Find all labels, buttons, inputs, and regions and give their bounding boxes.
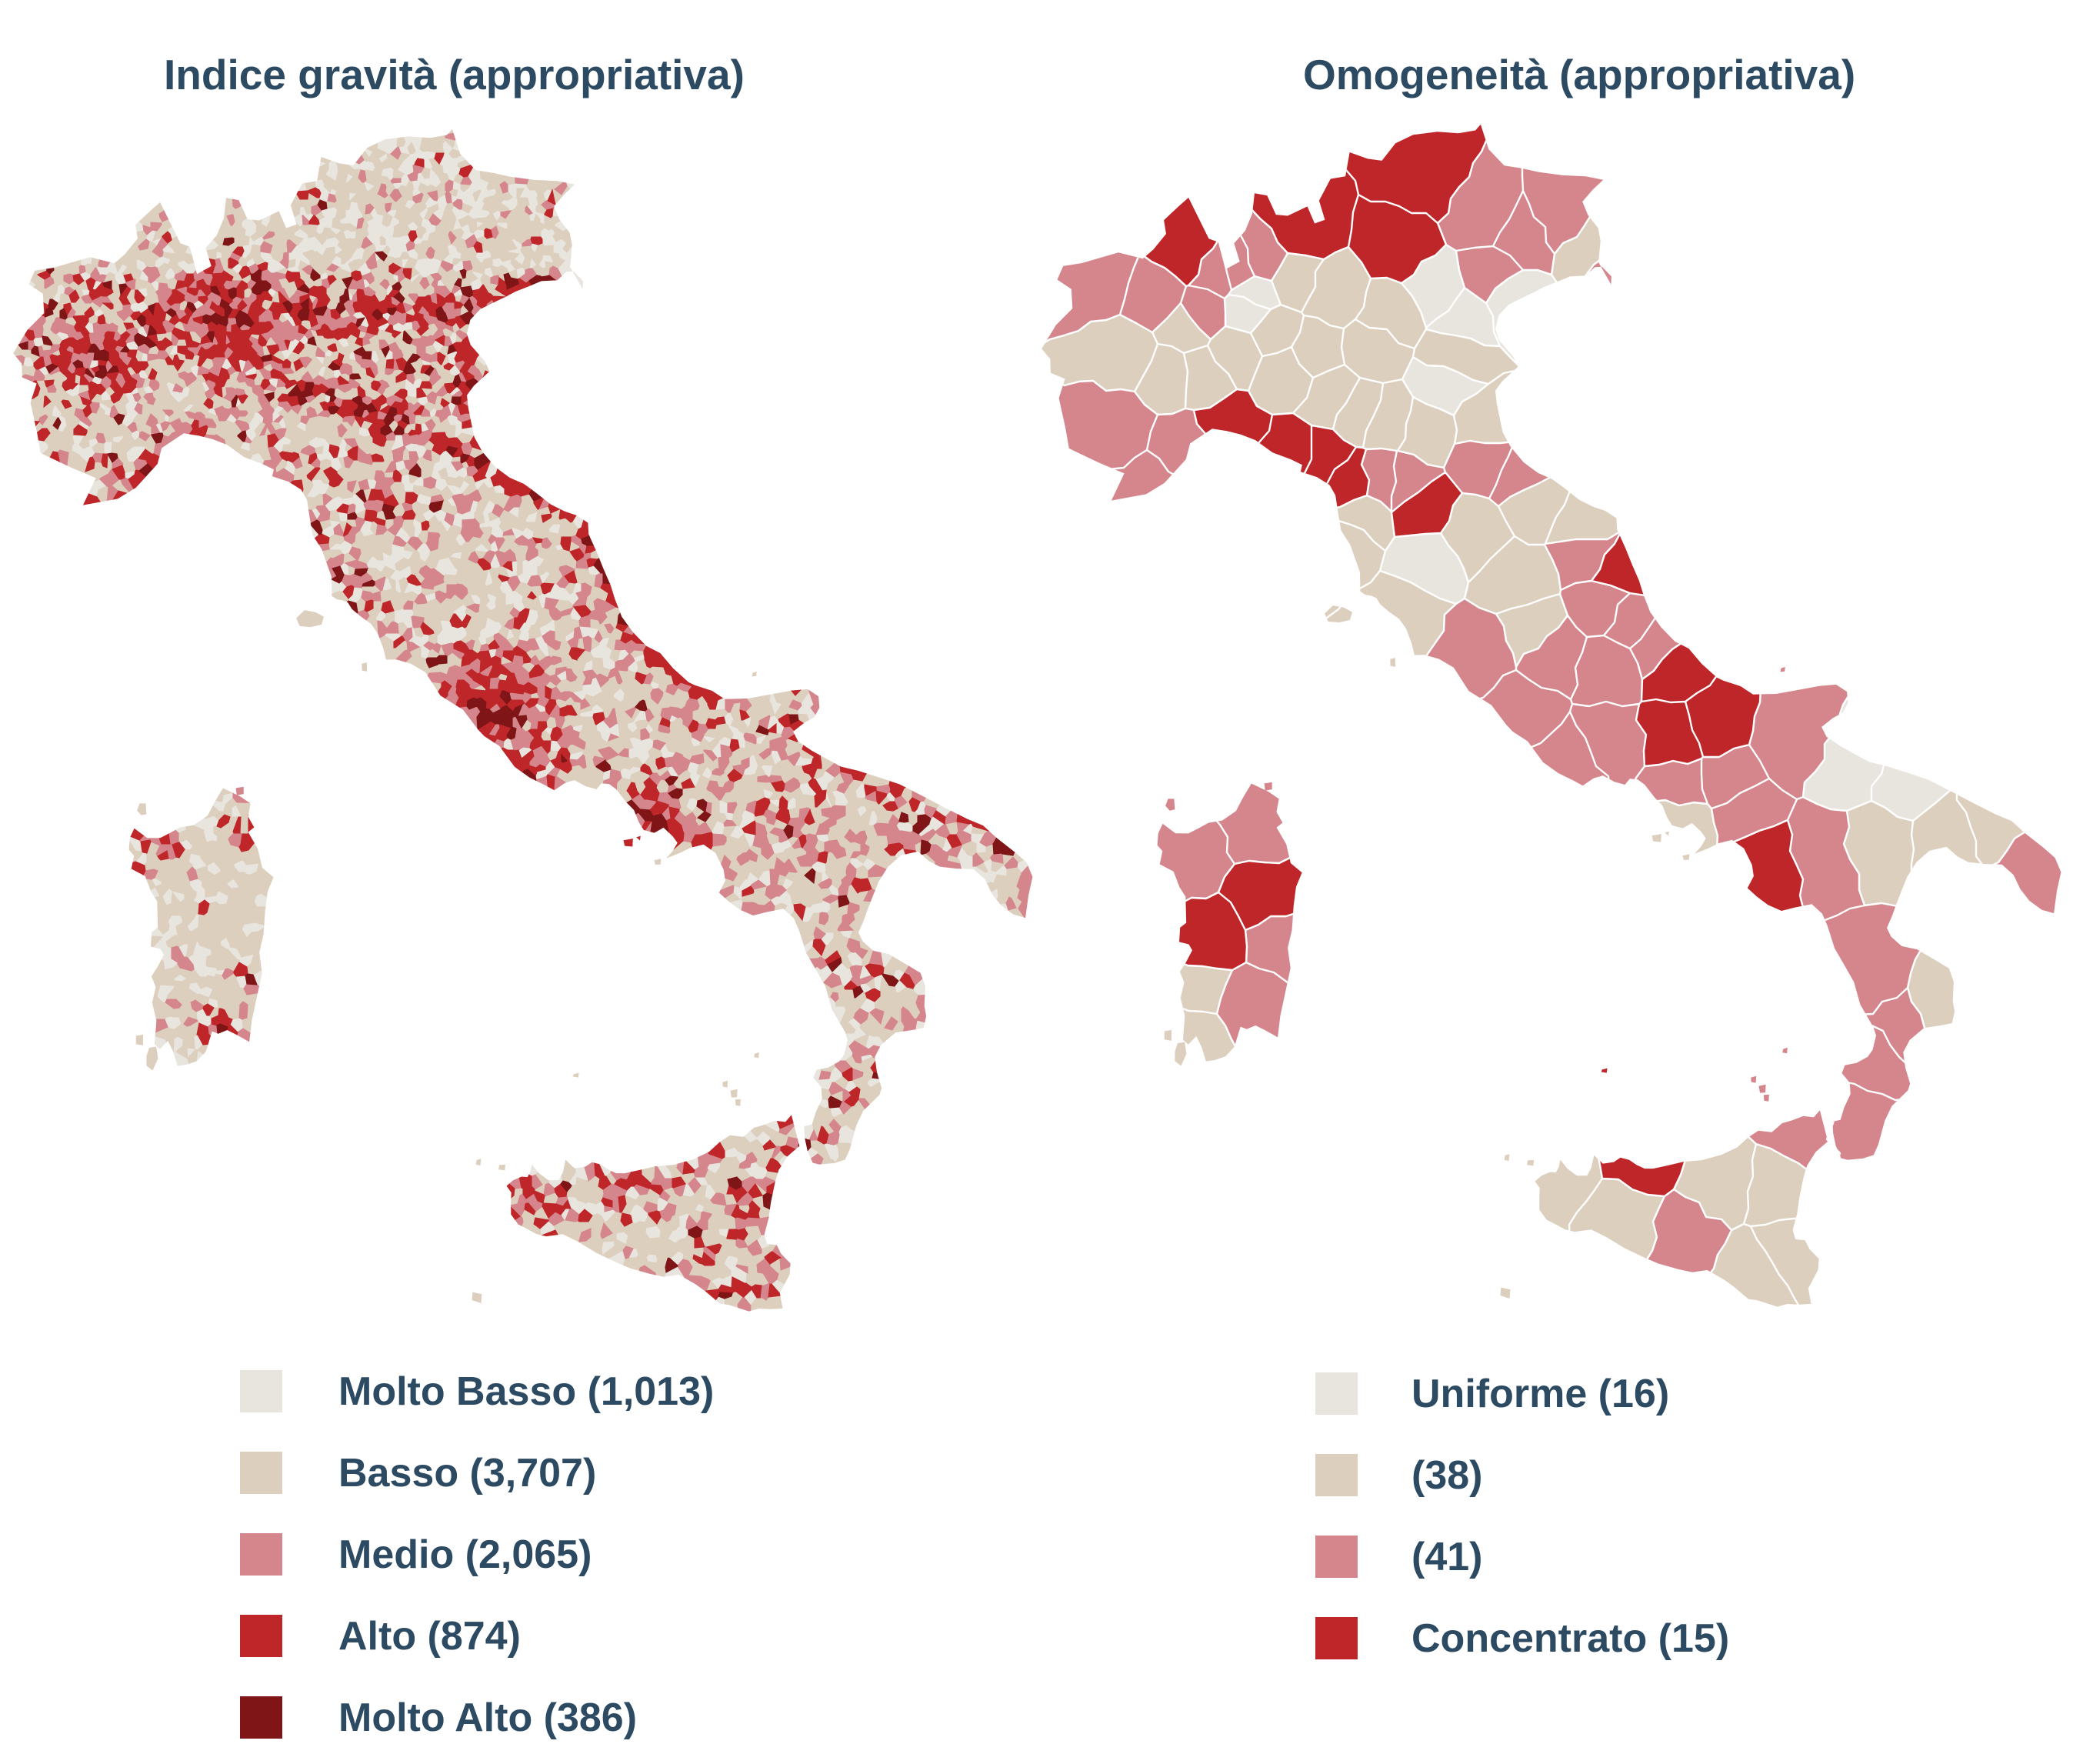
svg-text:Indice gravità (appropriativa): Indice gravità (appropriativa) [164, 51, 745, 98]
svg-text:Medio (2,065): Medio (2,065) [338, 1532, 592, 1577]
svg-text:Uniforme (16): Uniforme (16) [1411, 1372, 1669, 1416]
svg-text:Alto (874): Alto (874) [338, 1614, 521, 1659]
svg-text:Concentrato (15): Concentrato (15) [1411, 1616, 1729, 1661]
svg-text:(38): (38) [1411, 1453, 1482, 1498]
svg-text:(41): (41) [1411, 1535, 1482, 1579]
svg-text:Basso (3,707): Basso (3,707) [338, 1451, 596, 1496]
svg-text:Molto Basso (1,013): Molto Basso (1,013) [338, 1369, 714, 1414]
svg-text:Molto Alto (386): Molto Alto (386) [338, 1696, 637, 1740]
svg-text:Omogeneità (appropriativa): Omogeneità (appropriativa) [1303, 51, 1855, 98]
